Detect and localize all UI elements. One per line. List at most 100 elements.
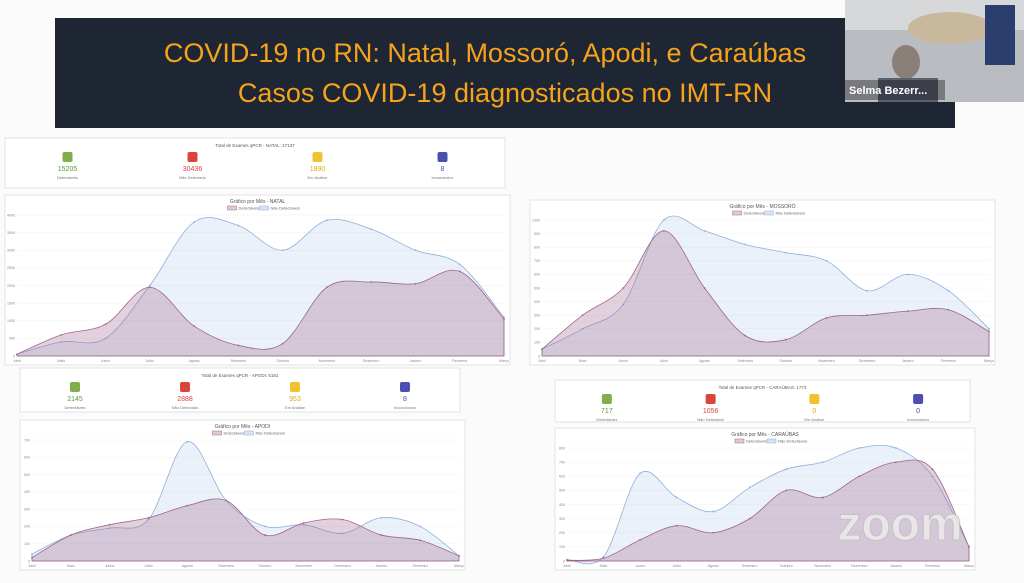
- x-tick-label: Julho: [672, 564, 681, 568]
- x-tick-label: Junho: [635, 564, 645, 568]
- status-label: Detectáveis: [65, 405, 86, 410]
- data-point: [60, 333, 63, 336]
- legend-swatch: [227, 205, 237, 211]
- summary-box: [554, 379, 971, 423]
- status-label: Não Detectado: [172, 405, 199, 410]
- y-tick-label: 600: [534, 273, 540, 277]
- status-value: 2145: [67, 396, 83, 403]
- data-point: [581, 327, 584, 330]
- data-point: [104, 337, 107, 340]
- status-icon: [601, 394, 612, 404]
- data-point: [639, 472, 641, 475]
- y-tick-label: 100: [559, 545, 565, 549]
- status-icon: [400, 382, 410, 392]
- data-point: [675, 496, 678, 499]
- data-point: [821, 461, 824, 464]
- data-point: [326, 286, 328, 289]
- data-point: [785, 489, 788, 492]
- data-point: [237, 224, 240, 227]
- x-tick-label: Julho: [144, 564, 153, 568]
- y-tick-label: 900: [534, 232, 540, 236]
- data-point: [414, 282, 417, 285]
- legend-label: Não Detectáveis: [776, 211, 805, 216]
- data-point: [281, 249, 284, 252]
- data-point: [703, 287, 706, 289]
- data-point: [193, 221, 195, 223]
- status-label: Detectáveis: [596, 417, 617, 422]
- chart-title: Gráfico por Mês - MOSSORÓ: [729, 203, 795, 210]
- summary-box: [19, 367, 461, 413]
- data-point: [784, 338, 787, 341]
- y-tick-label: 500: [9, 337, 15, 341]
- data-point: [31, 553, 33, 555]
- chart-panel: [4, 194, 511, 366]
- data-point: [858, 447, 861, 449]
- data-point: [419, 525, 422, 528]
- y-tick-label: 600: [24, 456, 30, 460]
- x-tick-label: Dezembro: [851, 564, 868, 568]
- data-point: [326, 219, 328, 222]
- data-point: [281, 342, 284, 345]
- y-tick-label: 400: [534, 300, 540, 304]
- data-point: [186, 440, 189, 443]
- summary-title: Total de Exames qPCR - APODI: 5181: [202, 373, 279, 378]
- status-value: 2888: [177, 396, 193, 403]
- status-icon: [312, 152, 323, 162]
- status-label: Inconclusivo: [394, 405, 417, 410]
- x-tick-label: Dezembro: [363, 359, 380, 363]
- data-point: [825, 317, 828, 319]
- y-tick-label: 700: [559, 460, 565, 464]
- legend-label: Detectáveis: [224, 431, 245, 436]
- data-point: [69, 534, 72, 536]
- x-tick-label: Junho: [105, 564, 115, 568]
- data-point: [541, 348, 543, 351]
- x-tick-label: Janeiro: [410, 359, 422, 363]
- x-tick-label: Agosto: [708, 564, 719, 568]
- x-tick-label: Julho: [146, 359, 155, 363]
- title-banner: [55, 18, 955, 128]
- status-icon: [809, 394, 820, 404]
- y-tick-label: 700: [534, 259, 540, 263]
- chart-panel: [19, 419, 466, 571]
- video-tile: Selma Bezerr...: [845, 0, 1024, 102]
- data-point: [458, 270, 461, 273]
- x-tick-label: Novembro: [295, 564, 312, 568]
- data-point: [148, 286, 151, 289]
- y-tick-label: 700: [24, 438, 30, 442]
- legend-label: Detectáveis: [746, 439, 767, 444]
- legend-label: Detectáveis: [744, 211, 765, 216]
- x-tick-label: Fevereiro: [452, 359, 467, 363]
- title-line: Casos COVID-19 diagnosticados no IMT-RN: [238, 78, 772, 108]
- person-body: [878, 78, 938, 102]
- x-tick-label: Maio: [579, 359, 587, 363]
- status-value: 15205: [58, 166, 78, 173]
- data-point: [622, 287, 625, 289]
- data-point: [458, 554, 460, 557]
- status-icon: [62, 152, 73, 162]
- x-tick-label: Maio: [600, 564, 608, 568]
- data-point: [264, 534, 266, 536]
- y-tick-label: 2500: [7, 266, 15, 270]
- x-tick-label: Agosto: [182, 564, 193, 568]
- x-tick-label: Outubro: [276, 359, 289, 363]
- x-tick-label: Fevereiro: [941, 359, 956, 363]
- data-point: [744, 334, 747, 337]
- participant-name: Selma Bezerr...: [849, 85, 927, 97]
- data-point: [784, 251, 787, 254]
- x-tick-label: Setembro: [737, 359, 753, 363]
- y-tick-label: 300: [24, 507, 30, 511]
- data-point: [414, 249, 417, 252]
- data-point: [16, 353, 18, 356]
- data-point: [108, 523, 111, 526]
- data-point: [458, 263, 461, 266]
- status-value: 8: [403, 396, 407, 403]
- status-value: 0: [916, 408, 920, 415]
- legend-label: Não Detectáveis: [256, 431, 285, 436]
- y-tick-label: 500: [559, 489, 565, 493]
- y-tick-label: 500: [534, 286, 540, 290]
- y-tick-label: 200: [559, 531, 565, 535]
- data-point: [663, 229, 665, 232]
- data-point: [193, 325, 195, 327]
- legend-swatch: [212, 430, 222, 436]
